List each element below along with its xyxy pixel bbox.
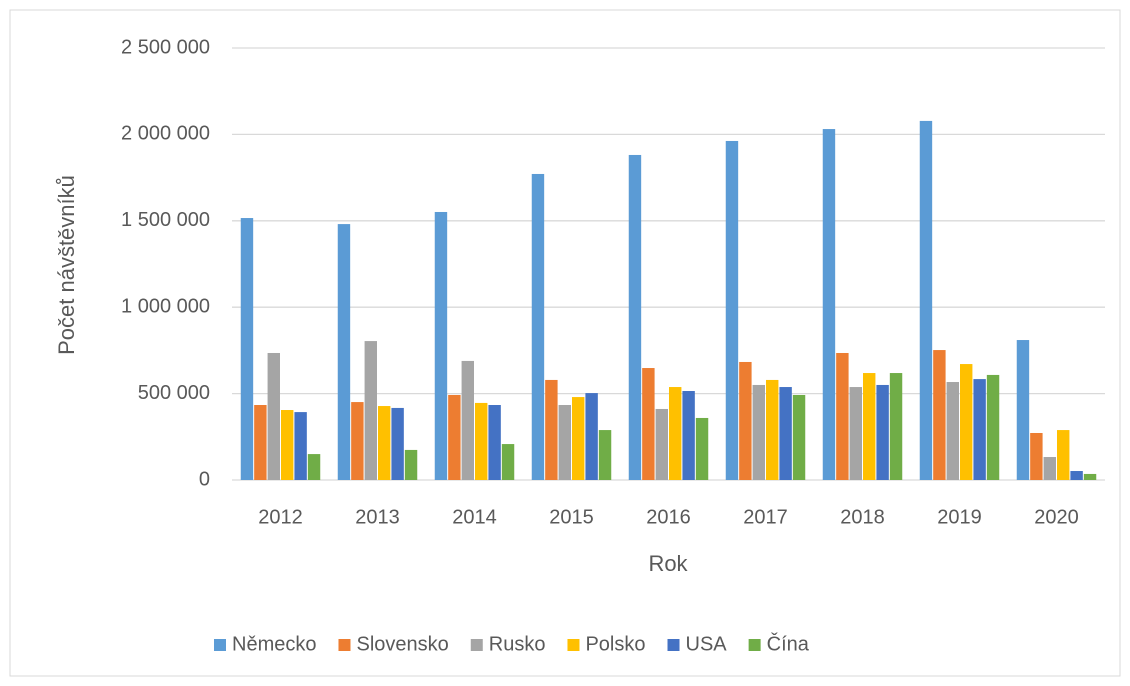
bar [307,454,321,480]
x-tick-label: 2018 [840,506,885,528]
bar [545,379,558,480]
bar [628,154,642,480]
chart-frame [9,9,1121,677]
legend-label: Polsko [585,633,645,655]
bar [752,384,765,480]
legend-swatch [214,639,226,651]
bar [822,129,836,480]
y-tick-label: 500 000 [138,382,210,404]
legend-label: Rusko [489,633,546,655]
bar [488,405,501,480]
bar [889,373,903,480]
bar [240,218,254,480]
x-tick-label: 2015 [549,506,594,528]
bar [378,406,391,480]
y-tick-label: 2 000 000 [121,123,210,145]
legend-swatch [667,639,680,651]
bar [391,407,404,480]
bar [364,341,377,480]
bar [876,384,889,480]
bar [1057,430,1070,480]
bar [461,360,474,480]
bar [960,364,973,480]
bar [572,397,585,480]
bar [863,373,876,480]
bar [281,410,294,480]
legend-label: USA [686,633,728,655]
bar [448,394,461,480]
legend-swatch [748,639,761,651]
bar [404,449,418,480]
legend-swatch [338,639,351,651]
x-tick-label: 2016 [646,506,691,528]
x-axis-title: Rok [648,551,688,576]
bar [1016,340,1030,480]
bar [1083,473,1097,480]
bar [254,405,267,480]
bar [642,368,655,480]
bar [779,387,792,480]
legend-label: Německo [232,633,316,655]
bar [792,394,806,480]
bar [475,402,488,480]
bar [695,417,709,480]
y-tick-label: 0 [199,468,210,490]
bar [766,379,779,480]
bar [585,393,598,480]
x-tick-label: 2020 [1034,506,1079,528]
bar [933,350,946,480]
bar [973,379,986,480]
x-tick-label: 2019 [937,506,982,528]
bar [337,224,351,480]
bar [558,405,571,480]
bar [531,173,545,481]
bar [598,430,612,480]
bar [351,402,364,480]
bar [946,382,959,480]
x-tick-label: 2017 [743,506,788,528]
bar [434,211,448,481]
bar [682,391,695,480]
bar [919,120,933,480]
bar [1043,457,1056,480]
y-tick-label: 1 000 000 [121,295,210,317]
legend-swatch [470,639,483,651]
x-tick-label: 2012 [258,506,303,528]
bar [669,387,682,480]
y-tick-label: 2 500 000 [121,36,210,58]
bar [986,374,1000,480]
y-axis-title: Počet návštěvníků [54,175,79,355]
bar [501,444,515,480]
y-tick-label: 1 500 000 [121,209,210,231]
bar [725,140,739,480]
legend-label: Slovensko [356,633,448,655]
bar [1070,471,1083,480]
bar [655,408,668,480]
bar [849,387,862,480]
x-tick-label: 2014 [452,506,497,528]
bar [1030,432,1043,480]
bar [836,352,849,480]
bar [267,352,280,480]
x-tick-label: 2013 [355,506,400,528]
bar [739,361,752,480]
legend-label: Čína [767,632,810,655]
legend-swatch [567,639,580,651]
bar [294,412,307,480]
